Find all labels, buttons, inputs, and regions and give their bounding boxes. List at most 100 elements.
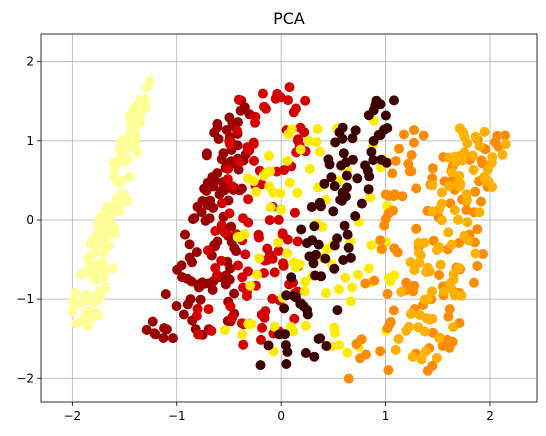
x-tick-label: 0 xyxy=(277,409,285,423)
scatter-point xyxy=(242,142,253,153)
scatter-point xyxy=(497,149,508,160)
scatter-point xyxy=(249,155,259,166)
scatter-point xyxy=(396,287,407,297)
scatter-point xyxy=(292,236,303,247)
scatter-point xyxy=(427,286,437,297)
scatter-point xyxy=(141,324,152,335)
scatter-point xyxy=(459,230,470,241)
scatter-point xyxy=(401,325,412,336)
scatter-point xyxy=(329,263,340,274)
scatter-point xyxy=(363,184,374,195)
scatter-point xyxy=(303,135,314,146)
scatter-point xyxy=(226,156,237,167)
scatter-point xyxy=(82,252,93,263)
scatter-point xyxy=(132,147,143,158)
scatter-point xyxy=(449,205,460,216)
scatter-point xyxy=(285,321,296,332)
x-axis-ticks: −2 −1 0 1 2 xyxy=(63,402,494,423)
scatter-point xyxy=(360,160,371,171)
x-tick-label: −1 xyxy=(168,409,186,423)
scatter-point xyxy=(243,217,254,228)
scatter-point xyxy=(243,194,254,205)
x-tick-label: 2 xyxy=(486,409,494,423)
scatter-point xyxy=(500,130,511,141)
scatter-point xyxy=(343,242,354,253)
scatter-point xyxy=(309,221,320,232)
scatter-point xyxy=(98,247,109,258)
scatter-point xyxy=(286,272,297,283)
scatter-point xyxy=(282,155,293,166)
scatter-point xyxy=(273,246,284,256)
scatter-point xyxy=(278,258,289,269)
scatter-point xyxy=(167,333,178,344)
scatter-point xyxy=(158,333,169,343)
scatter-point xyxy=(347,282,358,293)
scatter-point xyxy=(101,214,112,225)
scatter-point xyxy=(292,187,303,198)
scatter-point xyxy=(350,211,361,222)
scatter-point xyxy=(115,199,125,210)
scatter-point xyxy=(427,163,438,174)
scatter-point xyxy=(283,129,294,140)
scatter-point xyxy=(411,223,422,234)
scatter-point xyxy=(404,166,415,177)
scatter-point xyxy=(185,294,196,305)
scatter-point xyxy=(342,229,353,240)
scatter-point xyxy=(70,318,81,329)
scatter-point xyxy=(304,163,315,174)
scatter-point xyxy=(245,280,256,291)
scatter-point xyxy=(382,123,393,134)
scatter-point xyxy=(262,255,273,265)
scatter-point xyxy=(299,127,310,138)
scatter-point xyxy=(435,259,446,270)
scatter-point xyxy=(229,288,240,299)
scatter-point xyxy=(467,150,478,161)
scatter-point xyxy=(216,220,227,231)
scatter-point xyxy=(307,235,318,246)
scatter-point xyxy=(413,322,424,333)
scatter-point xyxy=(251,269,262,280)
scatter-point xyxy=(226,221,237,232)
scatter-point xyxy=(238,339,249,350)
scatter-point xyxy=(321,341,332,351)
scatter-point xyxy=(284,82,295,93)
scatter-point xyxy=(409,125,419,136)
y-tick-label: 2 xyxy=(26,55,34,69)
y-tick-label: −1 xyxy=(16,292,34,306)
scatter-point xyxy=(141,82,152,93)
scatter-point xyxy=(472,261,483,271)
scatter-point xyxy=(269,321,280,332)
scatter-point xyxy=(332,305,343,316)
scatter-point xyxy=(288,257,299,268)
scatter-point xyxy=(328,206,339,217)
scatter-point xyxy=(240,249,251,260)
scatter-point xyxy=(191,247,202,258)
scatter-point xyxy=(427,360,438,371)
scatter-point xyxy=(253,229,264,240)
scatter-point xyxy=(462,217,473,228)
scatter-point xyxy=(160,289,171,300)
scatter-point xyxy=(437,341,448,351)
scatter-point xyxy=(476,155,487,166)
scatter-point xyxy=(444,304,455,315)
scatter-point xyxy=(306,202,317,212)
scatter-point xyxy=(447,167,457,178)
scatter-point xyxy=(347,133,358,144)
scatter-point xyxy=(225,301,236,312)
scatter-point xyxy=(332,233,343,244)
scatter-point xyxy=(108,171,119,182)
scatter-point xyxy=(380,110,391,121)
scatter-point xyxy=(296,224,307,235)
scatter-point xyxy=(203,304,214,315)
scatter-point xyxy=(492,130,503,141)
scatter-point xyxy=(268,187,279,198)
scatter-point xyxy=(210,263,221,273)
scatter-point xyxy=(432,245,442,255)
scatter-point xyxy=(469,277,479,288)
scatter-point xyxy=(177,272,188,283)
scatter-point xyxy=(233,94,244,105)
y-tick-label: 1 xyxy=(26,134,34,148)
y-axis-ticks: −2 −1 0 1 2 xyxy=(16,55,41,385)
scatter-point xyxy=(288,290,299,301)
scatter-point xyxy=(450,151,461,162)
